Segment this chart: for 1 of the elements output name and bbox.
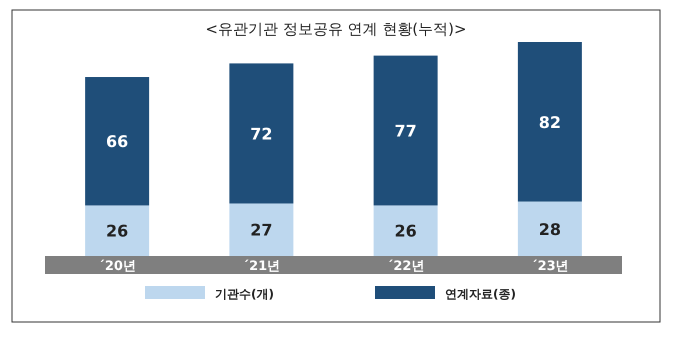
title: <유관기관 정보공유 연계 현황(누적)>	[205, 20, 467, 38]
